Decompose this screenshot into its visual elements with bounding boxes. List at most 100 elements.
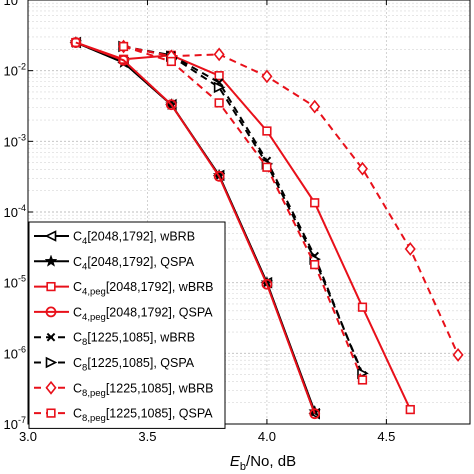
- legend-label: C4[2048,1792], QSPA: [73, 255, 195, 273]
- y-tick-label: 10-3: [4, 132, 26, 149]
- data-point-square: [405, 404, 415, 415]
- legend-label-sub: 8: [82, 363, 87, 374]
- legend-label: C8[1225,1085], QSPA: [73, 356, 195, 374]
- legend-label-rest: [2048,1792], wBRB: [106, 280, 214, 294]
- legend-label: C8,peg[1225,1085], QSPA: [73, 407, 213, 425]
- legend-label-main: C: [73, 230, 82, 244]
- legend-label-rest: [1225,1085], QSPA: [106, 407, 213, 421]
- legend-label-main: C: [73, 356, 82, 370]
- data-point-square: [262, 126, 272, 136]
- legend-label-rest: [2048,1792], QSPA: [106, 305, 213, 319]
- legend-label-main: C: [73, 305, 82, 319]
- data-point-circle: [309, 408, 321, 420]
- legend-label-main: C: [73, 280, 82, 294]
- y-tick-exponent: -7: [18, 415, 26, 425]
- axis-ticks: 3.03.54.04.510-110-210-310-410-510-610-7: [4, 0, 395, 444]
- legend-label-rest: [2048,1792], QSPA: [87, 255, 194, 269]
- y-tick-label: 10-6: [4, 344, 26, 361]
- series-line: [75, 41, 412, 411]
- y-tick-base: 10: [4, 346, 18, 361]
- x-axis-label: Eb/No, dB: [230, 453, 296, 473]
- legend-label-main: C: [73, 331, 82, 345]
- legend-box: [28, 221, 226, 429]
- data-point-square: [214, 71, 224, 81]
- legend-item: C8[1225,1085], QSPA: [34, 356, 195, 374]
- legend-item: C8[1225,1085], wBRB: [34, 331, 195, 349]
- data-point-square: [357, 375, 368, 385]
- legend-item: C4,peg[2048,1792], wBRB: [34, 280, 214, 298]
- y-tick-exponent: -5: [18, 274, 26, 284]
- y-tick-exponent: -4: [18, 203, 26, 213]
- legend-label-sub: 4,peg: [82, 312, 106, 323]
- legend-item: C8,peg[1225,1085], wBRB: [34, 380, 214, 399]
- series-layer: [69, 35, 464, 420]
- legend-label-sub: 8,peg: [82, 413, 106, 424]
- legend-label: C8[1225,1085], wBRB: [73, 331, 195, 349]
- y-tick-label: 10-4: [4, 203, 26, 220]
- y-tick-exponent: -2: [18, 62, 26, 72]
- legend-label-main: C: [73, 381, 82, 395]
- legend-label-main: C: [73, 255, 82, 269]
- data-point-square: [357, 302, 368, 312]
- y-tick-label: 10-2: [4, 62, 26, 79]
- data-point-circle: [261, 278, 273, 290]
- y-tick-exponent: -6: [18, 344, 26, 354]
- x-axis-label-sub: b: [240, 461, 246, 473]
- legend-label-rest: [1225,1085], wBRB: [87, 331, 195, 345]
- data-point-diamond: [213, 47, 225, 62]
- legend-item: C4[2048,1792], QSPA: [34, 254, 195, 273]
- data-point-square: [310, 260, 320, 270]
- data-point-star: [44, 254, 58, 267]
- y-tick-base: 10: [4, 134, 18, 149]
- series-line: [123, 45, 364, 381]
- data-point-diamond: [404, 242, 416, 256]
- data-point-circle: [45, 306, 57, 318]
- series-3: [70, 37, 321, 420]
- y-tick-label: 10-7: [4, 415, 26, 432]
- legend-label-rest: [1225,1085], QSPA: [87, 356, 194, 370]
- series-line: [75, 41, 316, 415]
- legend-label: C4[2048,1792], wBRB: [73, 230, 195, 248]
- data-point-square: [46, 408, 56, 418]
- data-point-square: [118, 41, 129, 52]
- data-point-diamond: [309, 99, 321, 114]
- x-axis-label-main: E: [230, 453, 241, 470]
- y-tick-base: 10: [4, 64, 18, 79]
- data-point-circle: [213, 170, 225, 182]
- series-line: [123, 45, 460, 356]
- x-tick-label: 3.5: [138, 429, 156, 444]
- data-point-diamond: [356, 161, 369, 176]
- y-tick-exponent: -1: [18, 0, 26, 1]
- y-tick-base: 10: [4, 276, 18, 291]
- data-point-tri-right: [45, 356, 58, 369]
- x-tick-label: 3.0: [19, 429, 37, 444]
- series-7: [118, 41, 368, 385]
- legend-label-rest: [2048,1792], wBRB: [87, 230, 195, 244]
- data-point-square: [214, 98, 224, 108]
- legend-label-sub: 8: [82, 337, 87, 348]
- legend-item: C4,peg[2048,1792], QSPA: [34, 305, 213, 323]
- legend-label-sub: 4,peg: [82, 287, 106, 298]
- y-tick-label: 10-1: [4, 0, 26, 8]
- data-point-square: [262, 162, 272, 172]
- data-point-circle: [118, 54, 129, 66]
- data-point-circle: [70, 37, 82, 48]
- data-point-diamond: [261, 69, 273, 84]
- y-tick-base: 10: [4, 417, 18, 432]
- legend-item: C4[2048,1792], wBRB: [34, 230, 195, 248]
- legend-label-main: C: [73, 407, 82, 421]
- data-point-diamond: [45, 380, 57, 395]
- x-axis-label-rest: /No, dB: [246, 453, 296, 470]
- legend-label-sub: 4: [82, 236, 87, 247]
- data-point-tri-right: [213, 81, 226, 94]
- data-point-x: [46, 332, 56, 342]
- y-tick-label: 10-5: [4, 274, 26, 291]
- data-point-circle: [165, 99, 177, 111]
- data-point-square: [310, 198, 320, 208]
- data-point-square: [166, 56, 176, 67]
- legend-label-rest: [1225,1085], wBRB: [106, 381, 214, 395]
- data-point-diamond: [452, 348, 464, 362]
- data-point-square: [46, 281, 56, 292]
